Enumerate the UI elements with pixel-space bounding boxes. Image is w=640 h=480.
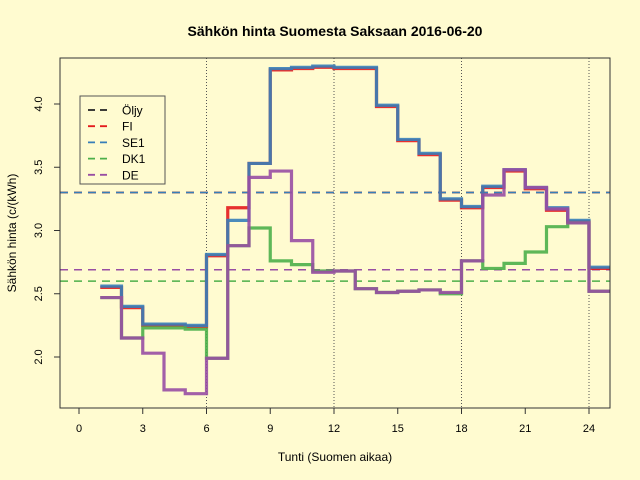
legend-label-öljy: Öljy: [122, 104, 143, 118]
x-tick-label: 12: [328, 423, 340, 435]
y-tick-label: 4.0: [33, 96, 45, 111]
y-tick-label: 2.0: [33, 349, 45, 364]
legend-label-fi: FI: [122, 120, 133, 134]
x-tick-label: 21: [519, 423, 531, 435]
legend-label-se1: SE1: [122, 136, 145, 150]
x-tick-label: 0: [76, 423, 82, 435]
x-axis-label: Tunti (Suomen aikaa): [278, 450, 392, 464]
legend-label-de: DE: [122, 168, 139, 182]
x-tick-label: 9: [267, 423, 273, 435]
y-axis-label: Sähkön hinta (c/(kWh): [5, 174, 19, 293]
chart-title: Sähkön hinta Suomesta Saksaan 2016-06-20: [188, 23, 483, 39]
x-tick-label: 18: [455, 423, 467, 435]
y-tick-label: 2.5: [33, 286, 45, 301]
legend-label-dk1: DK1: [122, 152, 146, 166]
y-tick-label: 3.5: [33, 160, 45, 175]
x-tick-label: 24: [583, 423, 595, 435]
x-tick-label: 15: [392, 423, 404, 435]
x-tick-label: 3: [140, 423, 146, 435]
plot-frame: [59, 57, 611, 409]
x-tick-label: 6: [203, 423, 209, 435]
y-tick-label: 3.0: [33, 223, 45, 238]
legend: Öljy FI SE1 DK1 DE: [79, 95, 166, 185]
series-line-de: [100, 168, 611, 396]
